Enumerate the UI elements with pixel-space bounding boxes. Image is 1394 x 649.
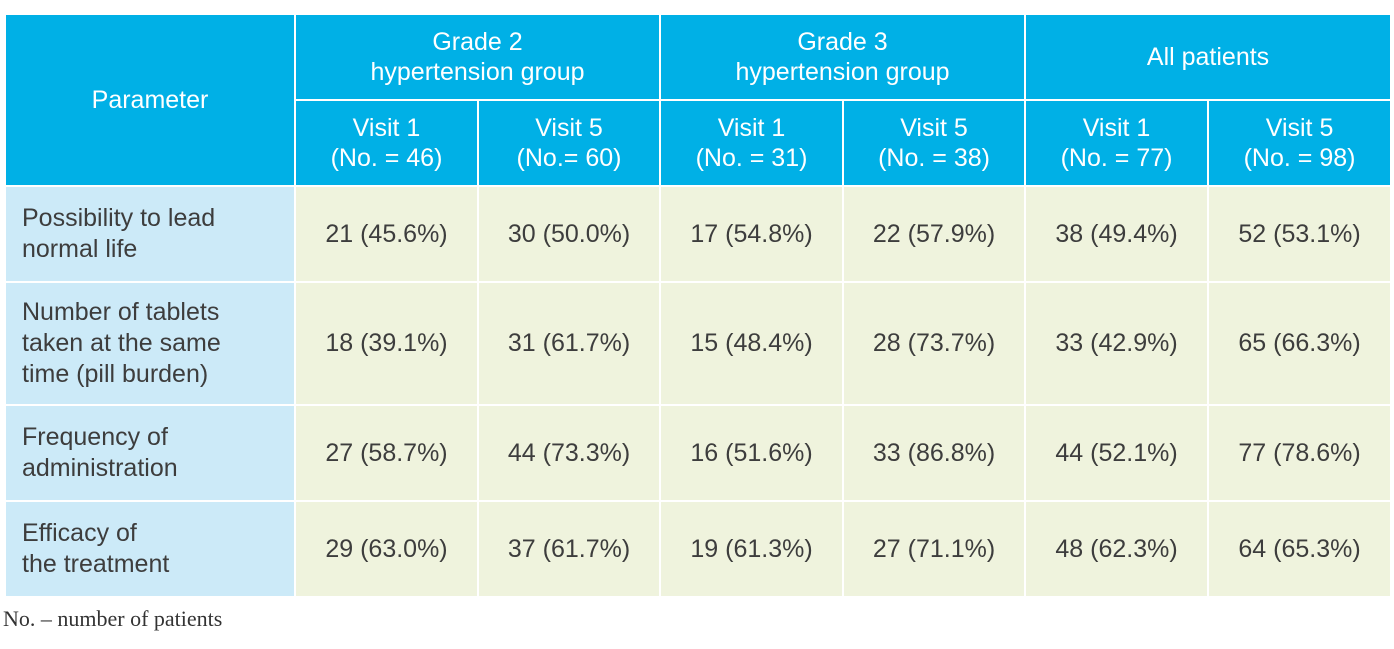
group-header-line: Grade 2: [432, 28, 523, 56]
visit-header-label: Visit 5: [1265, 114, 1334, 142]
visit-header: Visit 1 (No. = 46): [294, 99, 479, 187]
table-header: Parameter Grade 2 hypertension group Gra…: [4, 13, 1393, 187]
visit-header-label: Visit 1: [717, 114, 786, 142]
value-cell: 33 (42.9%): [1024, 281, 1210, 406]
parameter-line: Frequency of: [22, 423, 168, 451]
group-header-line: hypertension group: [735, 58, 950, 86]
parameter-cell: Efficacy of the treatment: [4, 500, 296, 598]
value-cell: 44 (73.3%): [476, 404, 662, 502]
visit-header-count: (No. = 46): [330, 144, 443, 172]
value-cell: 37 (61.7%): [476, 500, 662, 598]
value-cell: 21 (45.6%): [294, 185, 479, 283]
parameter-header-label: Parameter: [91, 86, 209, 114]
parameter-cell: Frequency of administration: [4, 404, 296, 502]
parameter-line: the treatment: [22, 550, 170, 578]
parameter-line: normal life: [22, 235, 138, 263]
value-cell: 22 (57.9%): [842, 185, 1027, 283]
parameter-line: Number of tablets: [22, 298, 220, 326]
value-cell: 44 (52.1%): [1024, 404, 1210, 502]
results-table: Parameter Grade 2 hypertension group Gra…: [4, 13, 1393, 598]
value-cell: 17 (54.8%): [659, 185, 845, 283]
table-body: Possibility to lead normal life 21 (45.6…: [4, 185, 1393, 598]
value-cell: 15 (48.4%): [659, 281, 845, 406]
group-header-all-patients: All patients: [1024, 13, 1393, 101]
visit-header-label: Visit 5: [900, 114, 968, 142]
visit-header: Visit 5 (No. = 38): [842, 99, 1027, 187]
value-cell: 31 (61.7%): [476, 281, 662, 406]
table-row: Efficacy of the treatment 29 (63.0%) 37 …: [4, 500, 1393, 598]
value-cell: 18 (39.1%): [294, 281, 479, 406]
visit-header: Visit 5 (No. = 98): [1207, 99, 1393, 187]
value-cell: 27 (58.7%): [294, 404, 479, 502]
visit-header-count: (No. = 31): [695, 144, 808, 172]
visit-header-count: (No.= 60): [516, 144, 622, 172]
visit-header-count: (No. = 98): [1243, 144, 1356, 172]
parameter-line: administration: [22, 454, 178, 482]
group-header-grade-3: Grade 3 hypertension group: [659, 13, 1027, 101]
visit-header-label: Visit 5: [535, 114, 603, 142]
value-cell: 38 (49.4%): [1024, 185, 1210, 283]
parameter-cell: Number of tablets taken at the same time…: [4, 281, 296, 406]
value-cell: 64 (65.3%): [1207, 500, 1393, 598]
table-footnote: No. – number of patients: [3, 606, 223, 631]
value-cell: 27 (71.1%): [842, 500, 1027, 598]
table-row: Frequency of administration 27 (58.7%) 4…: [4, 404, 1393, 502]
parameter-line: taken at the same: [22, 329, 221, 357]
visit-header-count: (No. = 77): [1060, 144, 1173, 172]
group-header-line: Grade 3: [797, 28, 888, 56]
group-header-grade-2: Grade 2 hypertension group: [293, 13, 662, 101]
value-cell: 16 (51.6%): [659, 404, 845, 502]
visit-header: Visit 1 (No. = 77): [1024, 99, 1210, 187]
parameter-line: Possibility to lead: [22, 204, 216, 232]
parameter-line: Efficacy of: [22, 519, 137, 547]
visit-header: Visit 5 (No.= 60): [476, 99, 662, 187]
visit-header: Visit 1 (No. = 31): [659, 99, 845, 187]
parameter-line: time (pill burden): [22, 360, 209, 388]
value-cell: 33 (86.8%): [842, 404, 1027, 502]
parameter-cell: Possibility to lead normal life: [4, 185, 296, 283]
group-header-line: hypertension group: [370, 58, 585, 86]
visit-header-label: Visit 1: [1082, 114, 1151, 142]
header-visit-row: Visit 1 (No. = 46) Visit 5 (No.= 60) Vis…: [5, 99, 1393, 187]
parameter-column-header: Parameter: [4, 13, 296, 187]
visit-header-count: (No. = 38): [878, 144, 990, 172]
group-header-line: All patients: [1146, 43, 1270, 71]
value-cell: 30 (50.0%): [476, 185, 662, 283]
value-cell: 65 (66.3%): [1207, 281, 1393, 406]
table-row: Possibility to lead normal life 21 (45.6…: [4, 185, 1393, 283]
value-cell: 19 (61.3%): [659, 500, 845, 598]
value-cell: 29 (63.0%): [294, 500, 479, 598]
value-cell: 48 (62.3%): [1024, 500, 1210, 598]
value-cell: 77 (78.6%): [1207, 404, 1393, 502]
table-row: Number of tablets taken at the same time…: [4, 281, 1393, 406]
value-cell: 52 (53.1%): [1207, 185, 1393, 283]
header-group-row: Parameter Grade 2 hypertension group Gra…: [4, 13, 1393, 187]
value-cell: 28 (73.7%): [842, 281, 1027, 406]
visit-header-label: Visit 1: [352, 114, 421, 142]
